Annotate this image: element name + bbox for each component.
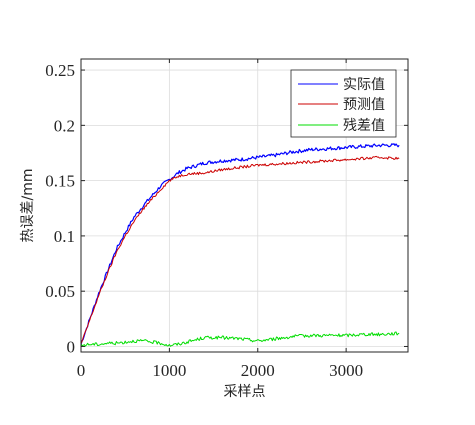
y-tick-label: 0.2	[54, 116, 75, 135]
legend-label-residual: 残差值	[343, 118, 385, 134]
plot-frame	[80, 58, 409, 353]
x-tick-label: 3000	[329, 361, 363, 380]
legend-label-predicted: 预测值	[343, 97, 385, 113]
legend: 实际值 预测值 残差值	[290, 69, 397, 138]
x-tick-label: 0	[77, 361, 86, 380]
x-tick-label: 1000	[152, 361, 186, 380]
series-lines	[80, 143, 400, 347]
actual-series-line	[80, 143, 400, 345]
predicted-series-line	[80, 155, 400, 344]
x-tick-label: 2000	[241, 361, 275, 380]
legend-label-actual: 实际值	[343, 77, 385, 93]
x-axis-label: 采样点	[224, 384, 266, 400]
residual-series-line	[80, 331, 400, 347]
axis-ticks: 0 1000 2000 3000 0 0.05 0.1 0.15 0.2 0.25	[45, 59, 408, 380]
y-tick-label: 0.05	[45, 282, 75, 301]
y-tick-label: 0.25	[45, 61, 75, 80]
y-tick-label: 0	[67, 337, 76, 356]
y-axis-label: 热误差/mm	[20, 169, 36, 243]
y-tick-label: 0.15	[45, 172, 75, 191]
y-tick-label: 0.1	[54, 227, 75, 246]
